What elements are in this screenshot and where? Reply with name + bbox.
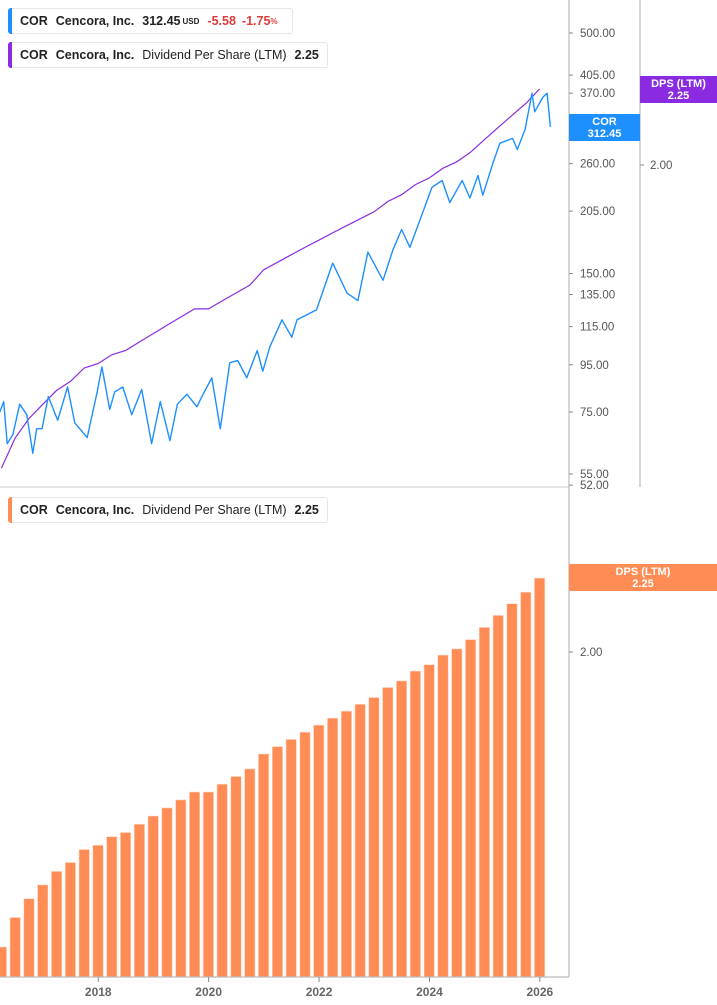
dps-bar xyxy=(534,577,546,978)
metric-value: 2.25 xyxy=(294,503,319,517)
y-tick-label: 115.00 xyxy=(580,322,614,334)
company-name: Cencora, Inc. xyxy=(55,14,135,28)
dps-bar xyxy=(299,731,311,978)
y-tick-label: 75.00 xyxy=(580,407,609,419)
dps-bar xyxy=(64,862,76,978)
metric-name: Dividend Per Share (LTM) xyxy=(142,503,287,517)
company-name: Cencora, Inc. xyxy=(55,503,135,517)
tag-label: DPS (LTM) xyxy=(651,77,706,90)
dps-bar xyxy=(161,807,173,978)
y-tick-label: 405.00 xyxy=(580,70,615,82)
dps-line xyxy=(0,88,541,469)
metric-value: 2.25 xyxy=(294,48,319,62)
y-tick-label: 55.00 xyxy=(580,469,609,481)
bar-tick-label: 2.00 xyxy=(580,647,602,659)
dps-bar xyxy=(9,917,21,978)
tag-value: 2.25 xyxy=(632,577,654,590)
dps-bar xyxy=(216,783,228,978)
dps-bar xyxy=(106,836,118,978)
x-tick-label: 2018 xyxy=(85,985,112,999)
dps-bar xyxy=(465,639,477,978)
dps-bar xyxy=(0,946,7,978)
company-name: Cencora, Inc. xyxy=(55,48,135,62)
dps-bar xyxy=(492,615,504,978)
last-price: 312.45 xyxy=(142,14,181,28)
dps-bar xyxy=(354,703,366,978)
dps-bar-price-tag: DPS (LTM) 2.25 xyxy=(569,564,717,591)
y-tick-label: 52.00 xyxy=(580,480,609,492)
dps-bar xyxy=(382,687,394,978)
dps-bar xyxy=(92,844,104,978)
dps-bar xyxy=(258,753,270,978)
dps-bar xyxy=(285,739,297,978)
y-tick-label: 150.00 xyxy=(580,269,615,281)
axes: 500.00 405.00 370.00 260.00 205.00 150.00 135.… xyxy=(0,0,672,999)
dps-bar xyxy=(120,832,132,978)
x-tick-label: 2022 xyxy=(306,985,333,999)
dps-bar-color-swatch xyxy=(8,497,12,523)
dps-bar xyxy=(230,776,242,978)
x-tick-label: 2026 xyxy=(527,985,554,999)
dps-bar xyxy=(437,654,449,978)
tag-value: 2.25 xyxy=(667,89,690,102)
dps-bar xyxy=(451,648,463,978)
price-line xyxy=(0,92,552,454)
dps-bar xyxy=(271,746,283,978)
tag-label: COR xyxy=(592,115,617,128)
y-tick-label: 135.00 xyxy=(580,290,615,302)
tag-label: DPS (LTM) xyxy=(615,565,671,578)
y-tick-label: 95.00 xyxy=(580,360,609,372)
x-tick-label: 2020 xyxy=(195,985,222,999)
price-legend[interactable]: COR Cencora, Inc. 312.45 USD -5.58 -1.75… xyxy=(8,8,293,34)
percent-sign: % xyxy=(270,16,278,26)
dps-line-legend[interactable]: COR Cencora, Inc. Dividend Per Share (LT… xyxy=(8,42,328,68)
ticker: COR xyxy=(20,503,48,517)
dps-bar-legend[interactable]: COR Cencora, Inc. Dividend Per Share (LT… xyxy=(8,497,328,523)
dps-pane xyxy=(0,577,546,978)
dps-bar xyxy=(147,815,159,978)
dps-bar xyxy=(423,664,435,978)
dps-bar xyxy=(202,791,214,978)
ticker: COR xyxy=(20,14,48,28)
dps-bar xyxy=(175,799,187,978)
dps-bar xyxy=(368,697,380,978)
cor-price-tag: COR 312.45 xyxy=(569,114,640,141)
price-pane xyxy=(0,88,552,469)
dps-bar xyxy=(244,768,256,978)
dps-bar xyxy=(327,717,339,978)
x-tick-label: 2024 xyxy=(416,985,443,999)
dps-bar xyxy=(78,849,90,978)
metric-name: Dividend Per Share (LTM) xyxy=(142,48,287,62)
dps-bar xyxy=(133,823,145,978)
price-change-pct: -1.75 xyxy=(241,14,271,28)
dps-bar xyxy=(37,884,49,978)
dps-bar xyxy=(409,670,421,978)
dps-bar xyxy=(51,871,63,978)
dps-bar xyxy=(340,710,352,978)
price-color-swatch xyxy=(8,8,12,34)
dps-bar xyxy=(23,898,35,978)
dps-bar xyxy=(313,724,325,978)
y-tick-label: 370.00 xyxy=(580,88,615,100)
dps-bar xyxy=(520,591,532,978)
y-tick-label: 500.00 xyxy=(580,28,615,40)
dps-bar xyxy=(189,791,201,978)
y-tick-label: 260.00 xyxy=(580,159,615,171)
currency: USD xyxy=(182,16,200,26)
dps-line-price-tag: DPS (LTM) 2.25 xyxy=(640,76,717,103)
dps-line-color-swatch xyxy=(8,42,12,68)
y-tick-label: 205.00 xyxy=(580,206,615,218)
dps-bar xyxy=(506,603,518,978)
dps-bar xyxy=(478,627,490,978)
tag-value: 312.45 xyxy=(587,127,622,140)
ticker: COR xyxy=(20,48,48,62)
dps-bar xyxy=(396,680,408,978)
price-change: -5.58 xyxy=(207,14,236,28)
dps-tick-label: 2.00 xyxy=(650,160,672,172)
